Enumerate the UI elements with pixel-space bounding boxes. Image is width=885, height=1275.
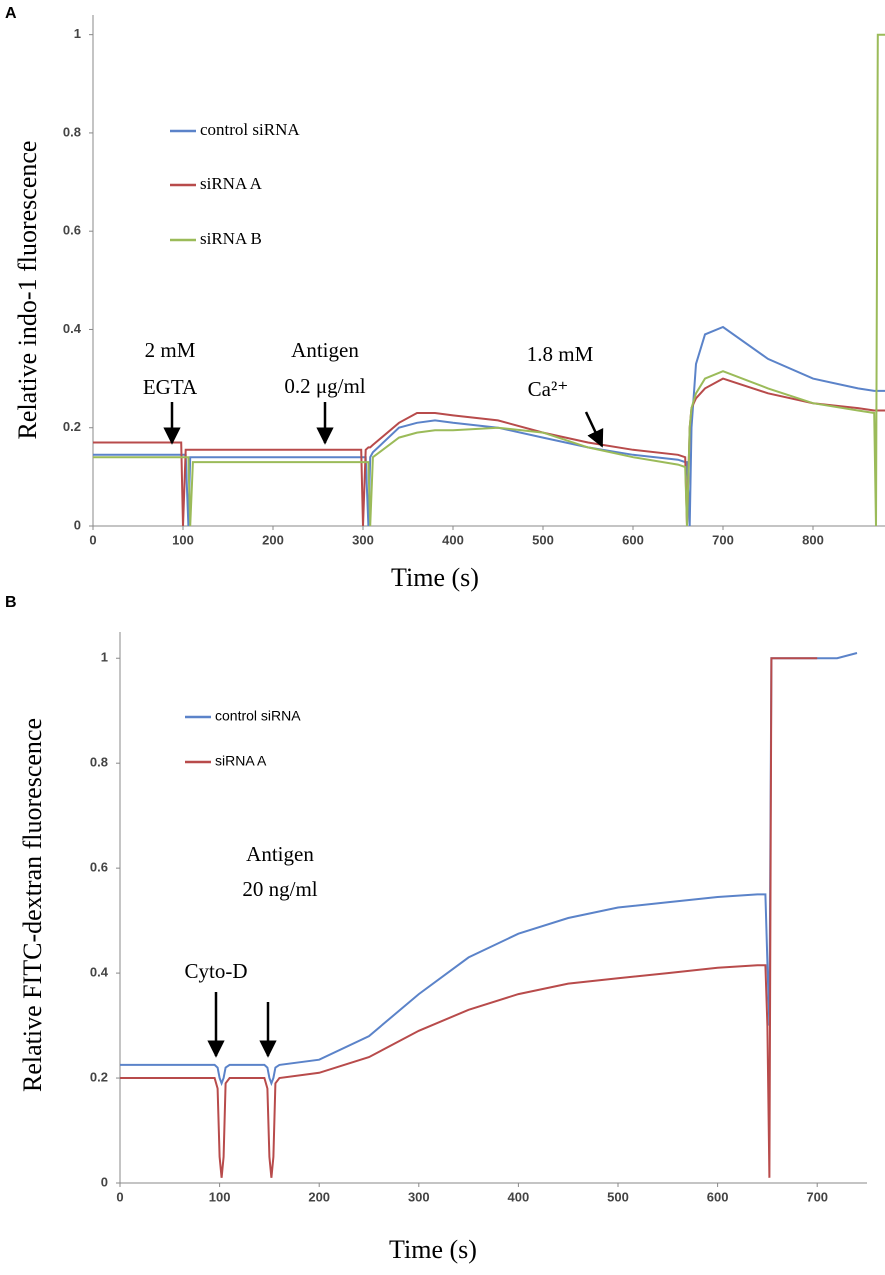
y-tick-label: 0	[101, 1174, 108, 1189]
annotation: Cyto-D	[185, 959, 248, 983]
annotation: 2 mM	[145, 338, 196, 362]
y-tick-label: 0	[74, 517, 81, 532]
x-tick-label: 400	[442, 532, 464, 547]
y-tick-label: 0.8	[90, 755, 108, 770]
x-axis-title: Time (s)	[391, 563, 479, 592]
arrow	[584, 411, 604, 448]
legend-label: siRNA A	[200, 174, 263, 193]
y-axis-title: Relative FITC-dextran fluorescence	[18, 718, 47, 1092]
x-tick-label: 300	[352, 532, 374, 547]
annotation: 1.8 mM	[527, 342, 594, 366]
y-tick-label: 0.6	[90, 860, 108, 875]
data-line	[93, 33, 885, 527]
annotation: Antigen	[291, 338, 359, 362]
annotation: Ca²⁺	[528, 377, 569, 401]
y-tick-label: 0.4	[63, 321, 82, 336]
x-tick-label: 200	[308, 1189, 330, 1204]
annotation: 0.2 μg/ml	[284, 374, 365, 398]
x-tick-label: 600	[707, 1189, 729, 1204]
annotation: 20 ng/ml	[242, 877, 317, 901]
y-tick-label: 0.8	[63, 124, 81, 139]
x-tick-label: 500	[532, 532, 554, 547]
legend-label: control siRNA	[200, 120, 300, 139]
x-axis-title: Time (s)	[389, 1235, 477, 1264]
data-line	[120, 657, 818, 1178]
x-tick-label: 100	[172, 532, 194, 547]
y-tick-label: 0.2	[90, 1069, 108, 1084]
y-tick-label: 1	[74, 26, 81, 41]
annotation: EGTA	[143, 375, 198, 399]
y-tick-label: 0.4	[90, 965, 109, 980]
x-tick-label: 100	[209, 1189, 231, 1204]
x-tick-label: 700	[712, 532, 734, 547]
panel-label: A	[5, 5, 17, 22]
annotation: Antigen	[246, 842, 314, 866]
x-tick-label: 800	[802, 532, 824, 547]
x-tick-label: 200	[262, 532, 284, 547]
panel-label: B	[5, 594, 17, 611]
data-line	[93, 377, 885, 527]
legend-label: siRNA B	[200, 229, 262, 248]
y-tick-label: 0.6	[63, 223, 81, 238]
x-tick-label: 600	[622, 532, 644, 547]
y-tick-label: 0.2	[63, 419, 81, 434]
legend-label: siRNA A	[215, 753, 267, 769]
data-line	[93, 325, 885, 527]
x-tick-label: 700	[806, 1189, 828, 1204]
x-tick-label: 0	[89, 532, 96, 547]
x-tick-label: 0	[116, 1189, 123, 1204]
x-tick-label: 300	[408, 1189, 430, 1204]
y-axis-title: Relative indo-1 fluorescence	[13, 141, 42, 440]
x-tick-label: 400	[508, 1189, 530, 1204]
legend-label: control siRNA	[215, 708, 301, 724]
x-tick-label: 500	[607, 1189, 629, 1204]
y-tick-label: 1	[101, 650, 108, 665]
